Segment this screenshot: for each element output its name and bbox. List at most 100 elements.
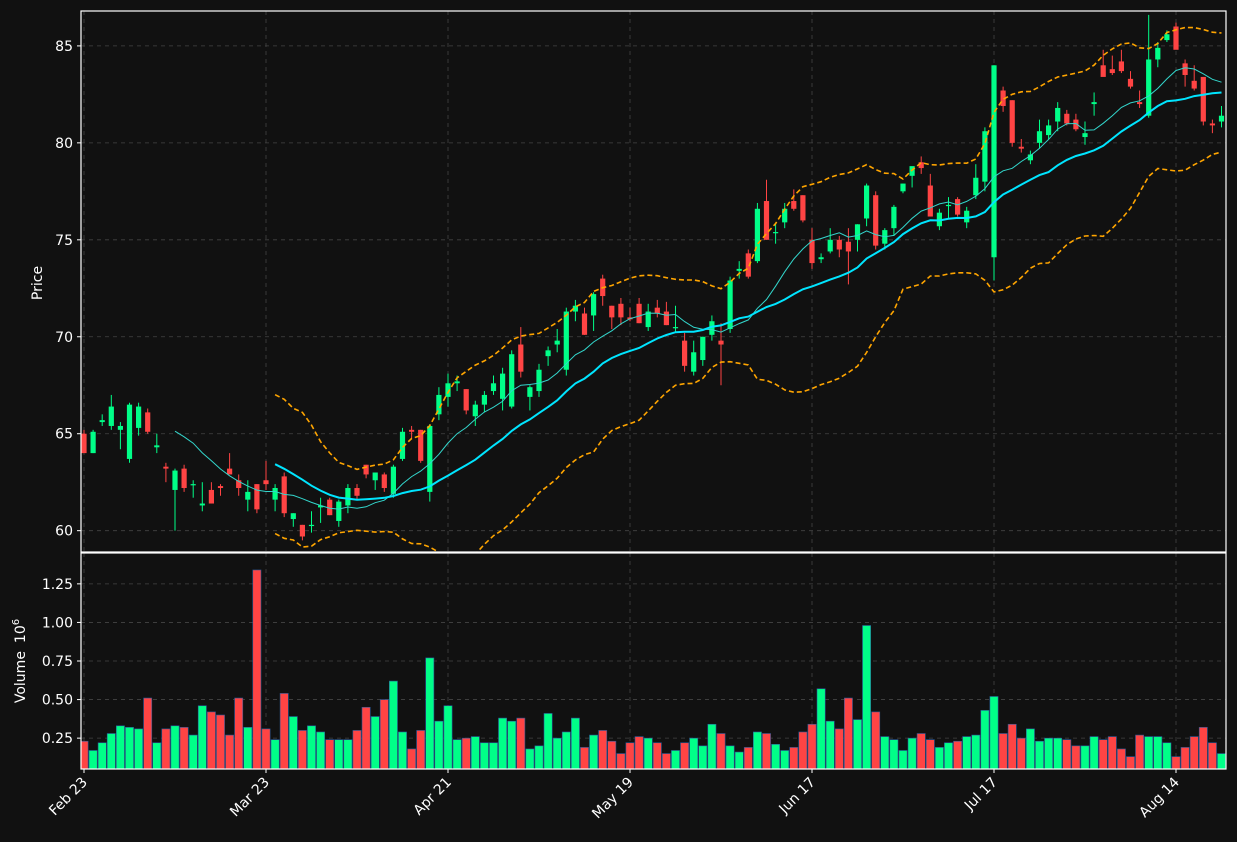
volume-bar — [798, 731, 808, 769]
volume-bar — [507, 720, 517, 769]
volume-tick-label: 0.75 — [42, 654, 73, 670]
volume-bar — [134, 728, 143, 769]
candle-body — [1164, 34, 1170, 41]
volume-bar — [652, 742, 662, 769]
volume-bar — [334, 739, 344, 769]
bollinger-upper-band — [274, 26, 1222, 471]
volume-bar — [161, 728, 171, 769]
candle-body — [864, 185, 870, 219]
volume-bar — [425, 657, 435, 769]
candle-body — [90, 431, 96, 454]
volume-bar — [125, 727, 134, 769]
candle-body — [1082, 133, 1088, 138]
volume-bar — [843, 697, 853, 769]
candle-body — [136, 406, 142, 428]
volume-bar — [143, 697, 153, 769]
candle-body — [936, 212, 942, 227]
volume-bar — [807, 723, 817, 769]
volume-bar — [1044, 737, 1053, 769]
candle-body — [891, 206, 897, 229]
volume-bar — [716, 733, 726, 769]
volume-bar — [1016, 737, 1026, 769]
candle-body — [126, 404, 133, 459]
volume-bar — [643, 737, 653, 769]
volume-bar — [1026, 728, 1035, 769]
candle-body — [208, 489, 214, 504]
volume-bar — [661, 753, 671, 769]
candle-body — [236, 480, 242, 489]
candle-body — [636, 303, 642, 324]
volume-axis-label-base: 10 — [13, 625, 29, 643]
volume-bar — [671, 750, 680, 769]
volume-bar — [1126, 756, 1135, 769]
volume-bar — [1189, 736, 1199, 769]
candle-body — [145, 412, 151, 432]
candle-body — [454, 381, 460, 384]
candle-body — [527, 387, 533, 397]
candle-body — [418, 429, 424, 461]
volume-bar — [1053, 737, 1063, 769]
candle-body — [1046, 125, 1052, 136]
candle-body — [782, 208, 788, 223]
volume-bar — [479, 742, 489, 769]
candle-body — [1127, 78, 1134, 87]
candle-body — [1118, 61, 1124, 72]
candle-body — [545, 350, 551, 357]
volume-bar — [370, 716, 380, 769]
volume-bar — [543, 713, 553, 769]
candle-body — [754, 208, 760, 262]
volume-bar — [188, 734, 198, 769]
volume-bar — [816, 688, 826, 769]
volume-tick-label: 0.25 — [42, 731, 73, 747]
candle-body — [536, 369, 542, 392]
volume-bar — [516, 717, 526, 769]
candle-body — [163, 466, 169, 469]
volume-bar — [1208, 742, 1217, 769]
candle-body — [581, 313, 588, 335]
candle-body — [254, 484, 260, 510]
volume-bar — [352, 730, 362, 769]
candle-body — [509, 354, 515, 407]
candle-body — [327, 499, 333, 516]
candle-body — [618, 303, 624, 318]
price-panel: 60 65 70 75 80 85 Price — [30, 10, 1227, 553]
volume-bar — [388, 680, 398, 769]
candle-body — [409, 429, 415, 432]
volume-bar — [116, 725, 125, 769]
candle-body — [445, 383, 451, 397]
price-axis-label: Price — [30, 266, 46, 300]
volume-bar — [598, 730, 608, 769]
candles — [81, 14, 1225, 541]
volume-bar — [1153, 736, 1163, 769]
volume-bar — [607, 740, 617, 769]
volume-bar — [534, 745, 544, 769]
volume-bar — [407, 748, 416, 769]
volume-bar — [498, 717, 507, 769]
candle-body — [481, 394, 487, 405]
candle-body — [308, 524, 315, 527]
candle-body — [845, 241, 851, 252]
volume-bar — [743, 747, 753, 769]
volume-bar — [179, 727, 189, 769]
volume-bar — [1217, 753, 1226, 769]
volume-bar — [907, 737, 917, 769]
candle-body — [854, 224, 861, 240]
volume-y-ticks: 0.25 0.50 0.75 1.00 1.25 — [42, 577, 81, 747]
candle-body — [1036, 131, 1043, 143]
candle-body — [500, 373, 506, 399]
candle-body — [363, 464, 369, 475]
candle-body — [81, 433, 87, 454]
volume-bar — [170, 725, 180, 769]
volume-bar — [834, 728, 844, 769]
volume-bar — [279, 693, 289, 769]
price-panel-frame — [80, 10, 1227, 553]
candle-body — [1209, 123, 1215, 126]
candle-body — [763, 201, 770, 240]
volume-bar — [316, 731, 325, 769]
candle-body — [591, 294, 597, 316]
volume-bar — [461, 737, 471, 769]
volume-bar — [689, 737, 699, 769]
candle-body — [436, 394, 442, 415]
volume-bar — [853, 719, 862, 769]
